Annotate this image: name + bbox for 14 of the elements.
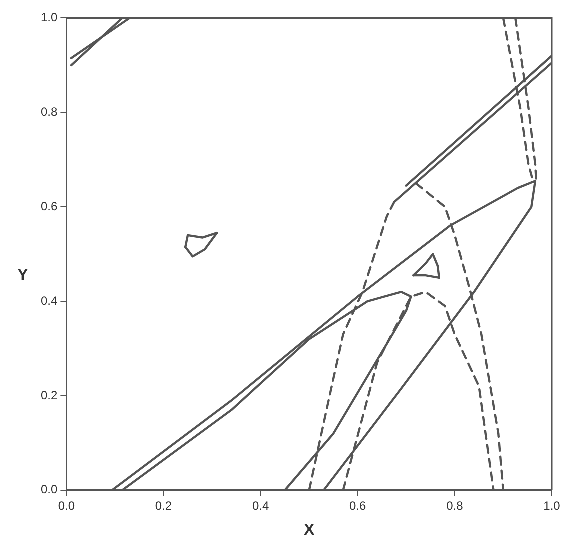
x-tick-label: 0.2 — [155, 498, 172, 513]
y-tick-label: 0.0 — [40, 482, 58, 497]
y-tick-label: 0.2 — [40, 388, 58, 402]
x-tick-label: 0.0 — [58, 498, 76, 513]
y-tick-label: 0.8 — [40, 104, 58, 119]
x-tick-label: 0.4 — [252, 498, 270, 513]
y-tick-label: 0.6 — [40, 199, 58, 214]
y-axis-title: Y — [16, 267, 30, 285]
x-tick-label: 1.0 — [544, 498, 561, 513]
x-tick-label: 0.6 — [350, 498, 367, 513]
x-tick-label: 0.8 — [446, 498, 464, 513]
y-tick-label: 0.4 — [40, 294, 58, 308]
y-tick-label: 1.0 — [40, 10, 58, 25]
x-axis-title: X — [304, 522, 316, 539]
